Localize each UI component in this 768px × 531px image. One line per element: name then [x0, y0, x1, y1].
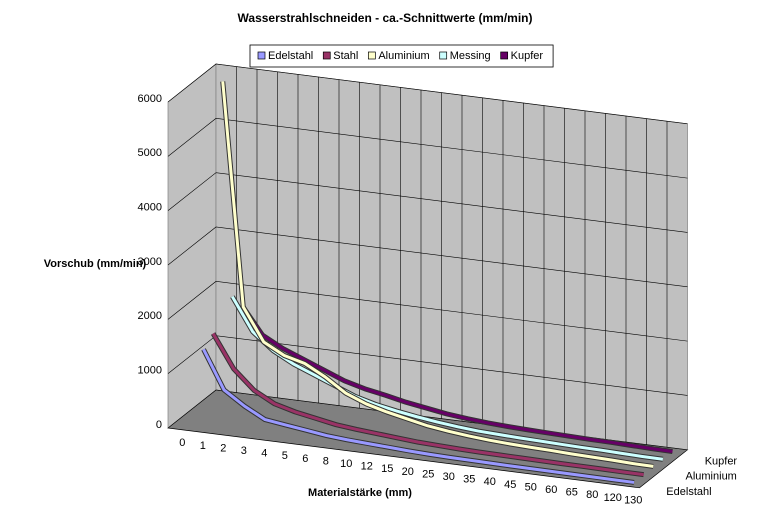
y-tick-label: 6000 — [138, 93, 162, 105]
x-tick-label: 25 — [422, 468, 434, 480]
x-tick-label: 6 — [302, 453, 308, 465]
y-axis-title: Vorschub (mm/min) — [44, 258, 147, 270]
x-tick-label: 0 — [179, 437, 185, 449]
legend-label: Stahl — [333, 50, 358, 62]
y-tick-label: 5000 — [138, 147, 162, 159]
legend-label: Edelstahl — [268, 50, 313, 62]
x-tick-label: 35 — [463, 474, 475, 486]
series-line — [240, 304, 673, 453]
x-tick-label: 50 — [525, 481, 537, 493]
series-line — [211, 332, 644, 477]
series-line — [231, 295, 664, 461]
depth-tick-label: Kupfer — [705, 456, 738, 468]
grid-line — [167, 63, 688, 125]
grid-line — [167, 118, 688, 179]
x-tick-label: 130 — [624, 494, 642, 506]
series-line — [221, 81, 654, 468]
legend-label: Messing — [450, 50, 491, 62]
x-tick-label: 20 — [402, 466, 414, 478]
legend-label: Kupfer — [511, 50, 544, 62]
x-tick-label: 12 — [361, 461, 373, 473]
depth-tick-label: Aluminium — [686, 471, 737, 483]
x-tick-label: 30 — [443, 471, 455, 483]
x-tick-label: 15 — [381, 463, 393, 475]
series-line — [202, 348, 635, 484]
legend-box — [249, 44, 554, 68]
legend: Edelstahl Stahl Aluminium Messing Kupfer — [249, 44, 554, 68]
x-tick-label: 5 — [282, 450, 288, 462]
x-tick-label: 45 — [504, 479, 516, 491]
x-tick-label: 65 — [566, 487, 578, 499]
y-tick-label: 0 — [156, 419, 162, 431]
legend-swatch — [322, 51, 331, 60]
y-tick-label: 3000 — [138, 256, 162, 268]
legend-swatch — [500, 51, 509, 60]
depth-tick-label: Edelstahl — [666, 486, 711, 498]
y-tick-label: 2000 — [138, 310, 162, 322]
x-tick-label: 1 — [200, 440, 206, 452]
x-tick-label: 60 — [545, 484, 557, 496]
legend-label: Aluminium — [378, 50, 429, 62]
x-tick-label: 80 — [586, 489, 598, 501]
chart-title: Wasserstrahlschneiden - ca.-Schnittwerte… — [238, 11, 533, 25]
x-tick-label: 3 — [241, 445, 247, 457]
x-tick-label: 40 — [484, 476, 496, 488]
grid-line — [167, 281, 688, 342]
x-axis-title: Materialstärke (mm) — [308, 487, 412, 499]
y-tick-label: 1000 — [138, 365, 162, 377]
x-tick-label: 120 — [604, 492, 622, 504]
legend-swatch — [257, 51, 266, 60]
legend-swatch — [439, 51, 448, 60]
x-tick-label: 4 — [261, 448, 267, 460]
y-tick-label: 4000 — [138, 202, 162, 214]
x-tick-label: 8 — [323, 455, 329, 467]
x-tick-label: 2 — [220, 442, 226, 454]
legend-swatch — [367, 51, 376, 60]
x-tick-label: 10 — [340, 458, 352, 470]
grid-line — [167, 226, 688, 288]
grid-line — [167, 172, 688, 233]
